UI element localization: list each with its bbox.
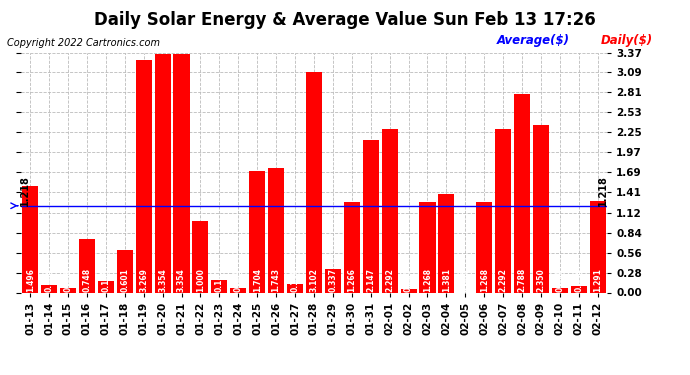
Bar [79,239,95,292]
Text: 0.337: 0.337 [328,268,337,292]
Text: 0.104: 0.104 [45,268,54,292]
Bar [22,186,38,292]
Bar [268,168,284,292]
Text: 1.000: 1.000 [196,268,205,292]
Bar [514,94,530,292]
Text: 0.050: 0.050 [404,268,413,292]
Bar [41,285,57,292]
Bar [382,129,397,292]
Text: Average($): Average($) [497,34,570,47]
Text: 3.102: 3.102 [309,268,319,292]
Bar [117,250,132,292]
Bar [60,288,76,292]
Text: 0.748: 0.748 [82,268,91,292]
Text: 1.704: 1.704 [253,268,262,292]
Text: 1.218: 1.218 [20,175,30,206]
Bar [476,202,492,292]
Text: 3.354: 3.354 [158,268,167,292]
Text: 2.788: 2.788 [518,267,526,292]
Bar [552,288,568,292]
Text: 0.058: 0.058 [63,268,72,292]
Text: 1.218: 1.218 [598,175,608,206]
Text: 0.116: 0.116 [290,268,299,292]
Text: 2.292: 2.292 [385,268,394,292]
Text: 1.266: 1.266 [347,268,356,292]
Bar [420,202,435,292]
Bar [98,281,114,292]
Text: Daily Solar Energy & Average Value Sun Feb 13 17:26: Daily Solar Energy & Average Value Sun F… [94,11,596,29]
Bar [155,54,170,292]
Text: Copyright 2022 Cartronics.com: Copyright 2022 Cartronics.com [7,38,160,48]
Bar [400,289,417,292]
Bar [495,129,511,292]
Text: 0.601: 0.601 [120,268,129,292]
Bar [363,140,379,292]
Text: 1.496: 1.496 [26,268,34,292]
Text: 3.354: 3.354 [177,268,186,292]
Bar [590,201,606,292]
Text: 2.350: 2.350 [537,268,546,292]
Bar [173,54,190,292]
Text: 1.291: 1.291 [593,268,602,292]
Bar [325,268,341,292]
Bar [571,286,587,292]
Bar [438,194,455,292]
Text: 1.268: 1.268 [423,268,432,292]
Text: 0.069: 0.069 [234,268,243,292]
Bar [533,125,549,292]
Text: 0.165: 0.165 [101,268,110,292]
Text: 0.070: 0.070 [555,268,564,292]
Text: 1.381: 1.381 [442,268,451,292]
Bar [193,221,208,292]
Bar [211,280,228,292]
Bar [287,284,303,292]
Text: 0.094: 0.094 [574,268,583,292]
Text: 1.743: 1.743 [272,268,281,292]
Text: 2.292: 2.292 [499,268,508,292]
Bar [249,171,265,292]
Text: 0.181: 0.181 [215,268,224,292]
Text: 0.000: 0.000 [461,268,470,292]
Text: 2.147: 2.147 [366,268,375,292]
Bar [136,60,152,292]
Bar [230,288,246,292]
Bar [344,202,359,292]
Bar [306,72,322,292]
Text: 1.268: 1.268 [480,268,489,292]
Text: 3.269: 3.269 [139,268,148,292]
Text: Daily($): Daily($) [600,34,653,47]
